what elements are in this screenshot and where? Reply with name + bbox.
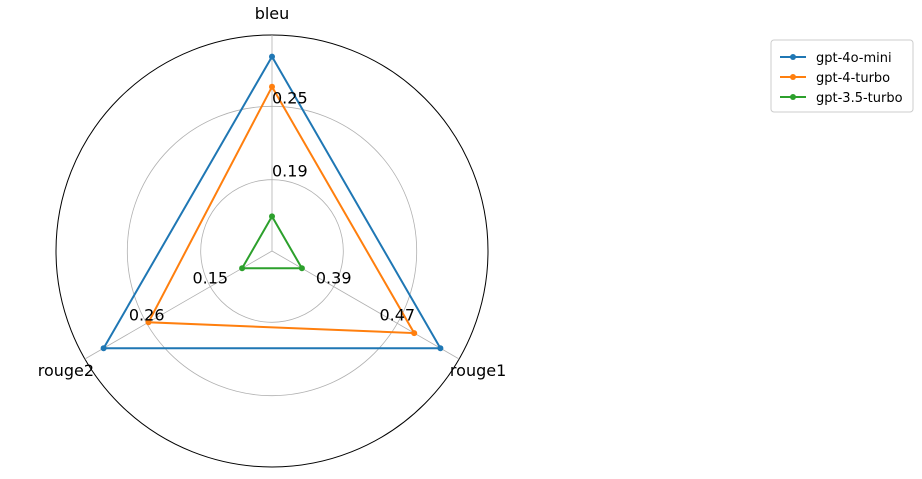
axis-labels: bleu rouge1 rouge2 [38,4,507,380]
series-line-gpt-4o-mini [101,54,443,350]
data-point-gpt-4o-mini-bleu [269,53,275,60]
data-point-gpt-4o-mini-rouge2 [100,345,107,352]
tick-label-bleu: 0.19 [272,162,308,181]
legend-frame [770,39,914,113]
data-point-gpt-3.5-turbo-bleu [269,213,275,220]
tick-label-rouge1: 0.39 [316,269,352,288]
tick-label-rouge1: 0.47 [379,305,415,324]
axis-label-bleu: bleu [255,4,290,23]
tick-label-bleu: 0.25 [272,88,308,107]
ring-tick-labels: 0.19 0.25 0.39 0.47 0.15 0.26 [129,88,415,324]
legend-marker-gpt-3.5-turbo [790,94,796,100]
tick-label-rouge2: 0.26 [129,305,165,324]
data-point-gpt-4-turbo-rouge1 [411,330,418,337]
data-point-gpt-4-turbo-bleu [269,83,275,90]
axis-label-rouge2: rouge2 [38,361,94,380]
tick-label-rouge2: 0.15 [192,269,228,288]
series-line-gpt-3.5-turbo [240,214,304,270]
data-point-gpt-3.5-turbo-rouge1 [298,265,305,272]
legend-marker-gpt-4o-mini [790,54,796,60]
legend: gpt-4o-mini gpt-4-turbo gpt-3.5-turbo [770,39,914,113]
data-point-gpt-3.5-turbo-rouge2 [239,265,246,272]
legend-marker-gpt-4-turbo [790,74,796,80]
series-line-gpt-4-turbo [146,84,416,335]
data-point-gpt-4-turbo-rouge2 [145,319,152,326]
axis-label-rouge1: rouge1 [450,361,506,380]
legend-label-gpt-4-turbo: gpt-4-turbo [816,71,890,86]
data-point-gpt-4o-mini-rouge1 [437,345,444,352]
legend-label-gpt-4o-mini: gpt-4o-mini [816,51,892,66]
legend-label-gpt-3.5-turbo: gpt-3.5-turbo [816,91,903,106]
radar-series [100,53,444,352]
